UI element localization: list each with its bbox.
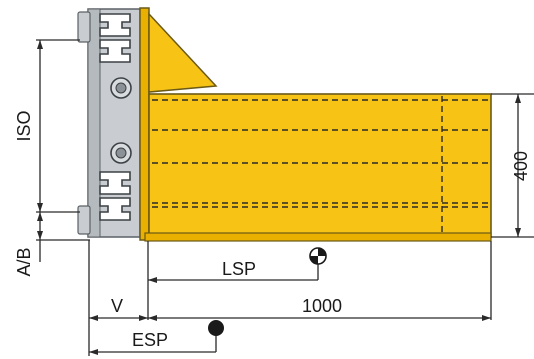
bottom-rail-profile: [99, 171, 131, 221]
roller-bolt-lower: [110, 142, 132, 164]
fork-hidden-lines: [152, 96, 488, 234]
length-label: 1000: [302, 296, 342, 316]
lsp-label: LSP: [222, 259, 256, 279]
roller-bolt-upper: [110, 77, 132, 99]
fork-carriage: [77, 8, 141, 238]
top-rail-profile: [99, 13, 131, 63]
upper-hook: [77, 11, 91, 43]
fork: [139, 7, 492, 242]
dimension-arrows: [37, 40, 521, 355]
ab-label: A/B: [14, 247, 34, 276]
fork-heel: [144, 232, 492, 242]
v-label: V: [111, 296, 123, 316]
lower-hook: [77, 205, 91, 235]
fork-shank: [139, 7, 150, 241]
iso-label: ISO: [14, 110, 34, 141]
carriage-side-bar: [87, 8, 101, 238]
fork-gusset: [148, 12, 218, 93]
center-of-gravity-icon: [309, 247, 327, 265]
point-marker-icon: [208, 320, 224, 336]
fork-blade: [148, 93, 492, 238]
height-label: 400: [511, 151, 531, 181]
esp-label: ESP: [132, 330, 168, 350]
